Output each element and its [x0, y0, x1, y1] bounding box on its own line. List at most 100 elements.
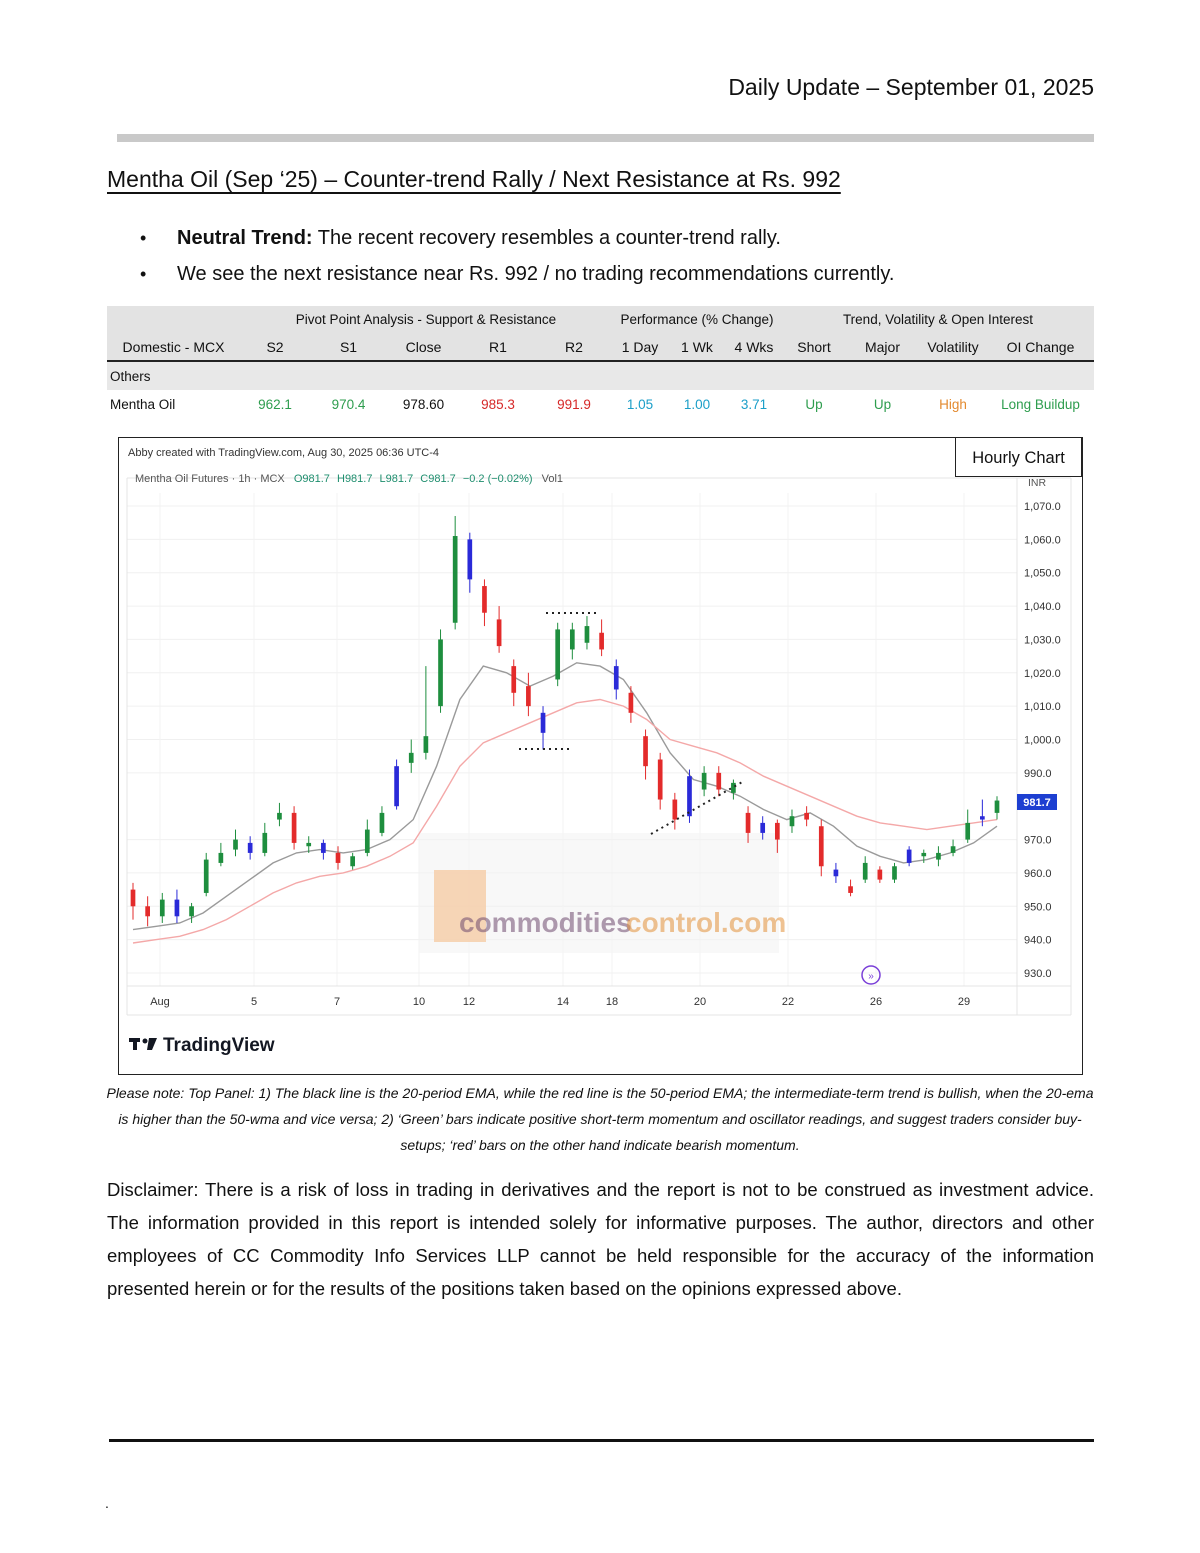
candle-body — [540, 712, 546, 733]
candle-body — [716, 772, 722, 790]
col-header: S2 — [240, 333, 310, 362]
candle-body — [848, 886, 853, 893]
chart-high: H981.7 — [337, 473, 372, 485]
group-pivot: Pivot Point Analysis - Support & Resista… — [240, 306, 612, 333]
y-tick-label: 940.0 — [1024, 935, 1052, 947]
col-header: 4 Wks — [726, 333, 782, 362]
jump-to-realtime-icon[interactable] — [861, 965, 881, 985]
x-tick-label: 12 — [463, 996, 475, 1008]
candle-body — [511, 666, 517, 693]
x-tick-label: 10 — [413, 996, 425, 1008]
candle-body — [555, 629, 561, 680]
chart-symbol: Mentha Oil Futures · 1h · MCX — [135, 473, 285, 485]
candle-body — [980, 816, 985, 820]
cell-s2: 962.1 — [258, 397, 292, 412]
key-points: Neutral Trend: The recent recovery resem… — [140, 220, 894, 292]
candle-body — [335, 852, 341, 863]
group-trend: Trend, Volatility & Open Interest — [782, 306, 1094, 333]
col-header: R1 — [460, 333, 536, 362]
table-group-header: Pivot Point Analysis - Support & Resista… — [107, 306, 1094, 333]
candle-body — [438, 639, 443, 707]
candle-body — [321, 842, 326, 853]
y-tick-label: 960.0 — [1024, 868, 1052, 880]
x-tick-label: 26 — [870, 996, 882, 1008]
watermark-text-a: commodities — [459, 907, 632, 938]
candle-body — [467, 539, 473, 580]
candle-body — [482, 586, 487, 613]
candle-body — [452, 536, 458, 623]
bullet-text: The recent recovery resembles a counter-… — [312, 227, 781, 249]
x-tick-label: 5 — [251, 996, 257, 1008]
ema-lines — [132, 662, 998, 944]
candle-body — [950, 846, 956, 853]
ema20-line — [132, 662, 998, 931]
candle-body — [379, 812, 385, 833]
candle-body — [599, 632, 604, 650]
y-tick-label: 1,060.0 — [1024, 534, 1061, 546]
table-header-row: Domestic - MCX S2 S1 Close R1 R2 1 Day 1… — [107, 333, 1094, 362]
cell-1day: 1.05 — [626, 397, 654, 412]
candle-body — [496, 619, 502, 647]
candle-body — [760, 822, 766, 833]
cell-r1: 985.3 — [481, 397, 515, 412]
y-tick-label: 990.0 — [1024, 768, 1052, 780]
cell-r2: 991.9 — [557, 397, 591, 412]
candle-body — [203, 859, 209, 893]
candle-body — [613, 666, 619, 690]
col-header: Major — [846, 333, 919, 362]
x-tick-label: 20 — [694, 996, 706, 1008]
chart-created-label: Abby created with TradingView.com, Aug 3… — [128, 447, 439, 459]
chart-note: Please note: Top Panel: 1) The black lin… — [106, 1085, 1094, 1153]
candle-body — [247, 842, 253, 853]
cell-1wk: 1.00 — [683, 397, 711, 412]
cell-commodity: Mentha Oil — [110, 397, 176, 412]
candle-body — [892, 866, 897, 880]
price-chart: commodities control.com 930.0940.0950.09… — [126, 447, 1072, 1056]
y-tick-label: 1,050.0 — [1024, 568, 1061, 580]
cell-s1: 970.4 — [331, 397, 366, 412]
bullet-bold: Neutral Trend: — [177, 227, 313, 249]
candle-body — [189, 906, 194, 917]
candle-body — [277, 812, 282, 820]
col-header: Domestic - MCX — [107, 333, 240, 362]
ema50-line — [132, 698, 998, 944]
cell-close: 978.60 — [402, 397, 445, 412]
candle-body — [350, 856, 356, 867]
jump-arrow-glyph: » — [868, 971, 874, 982]
hourly-chart-label: Hourly Chart — [955, 437, 1082, 477]
cell-major: Up — [873, 397, 892, 412]
last-price-label: 981.7 — [1023, 797, 1051, 809]
candle-body — [526, 686, 531, 707]
candle-body — [408, 752, 414, 763]
col-header: 1 Wk — [668, 333, 726, 362]
chart-grid — [127, 493, 1017, 986]
chart-low: L981.7 — [380, 473, 414, 485]
tradingview-logo: TradingView — [129, 1035, 275, 1056]
candle-body — [921, 852, 927, 857]
tv-brand-text: TradingView — [163, 1035, 275, 1056]
bullet-item: We see the next resistance near Rs. 992 … — [140, 256, 894, 292]
candle-body — [584, 626, 590, 643]
table-section-row: Others — [107, 361, 1094, 390]
last-price-tag — [1017, 794, 1057, 810]
bullet-item: Neutral Trend: The recent recovery resem… — [140, 220, 894, 256]
candle-body — [745, 812, 751, 833]
x-tick-label: 29 — [958, 996, 970, 1008]
chart-legend: Mentha Oil Futures · 1h · MCX O981.7 H98… — [135, 473, 563, 485]
y-tick-label: 1,000.0 — [1024, 735, 1061, 747]
pivot-table: Pivot Point Analysis - Support & Resista… — [107, 306, 1094, 419]
candle-body — [218, 852, 224, 863]
col-header: 1 Day — [612, 333, 668, 362]
footer-divider — [109, 1439, 1094, 1442]
cell-volatility: High — [939, 397, 967, 412]
x-axis: Aug 5 7 10 12 14 18 20 22 26 29 — [127, 985, 1071, 1016]
y-tick-label: 950.0 — [1024, 901, 1052, 913]
candle-body — [306, 842, 312, 847]
candle-body — [130, 889, 136, 907]
candle-body — [159, 899, 165, 917]
watermark-logo-icon — [434, 870, 486, 942]
x-tick-label: 14 — [557, 996, 569, 1008]
y-tick-label: 930.0 — [1024, 968, 1052, 980]
col-header: OI Change — [987, 333, 1094, 362]
header-divider — [117, 134, 1094, 142]
